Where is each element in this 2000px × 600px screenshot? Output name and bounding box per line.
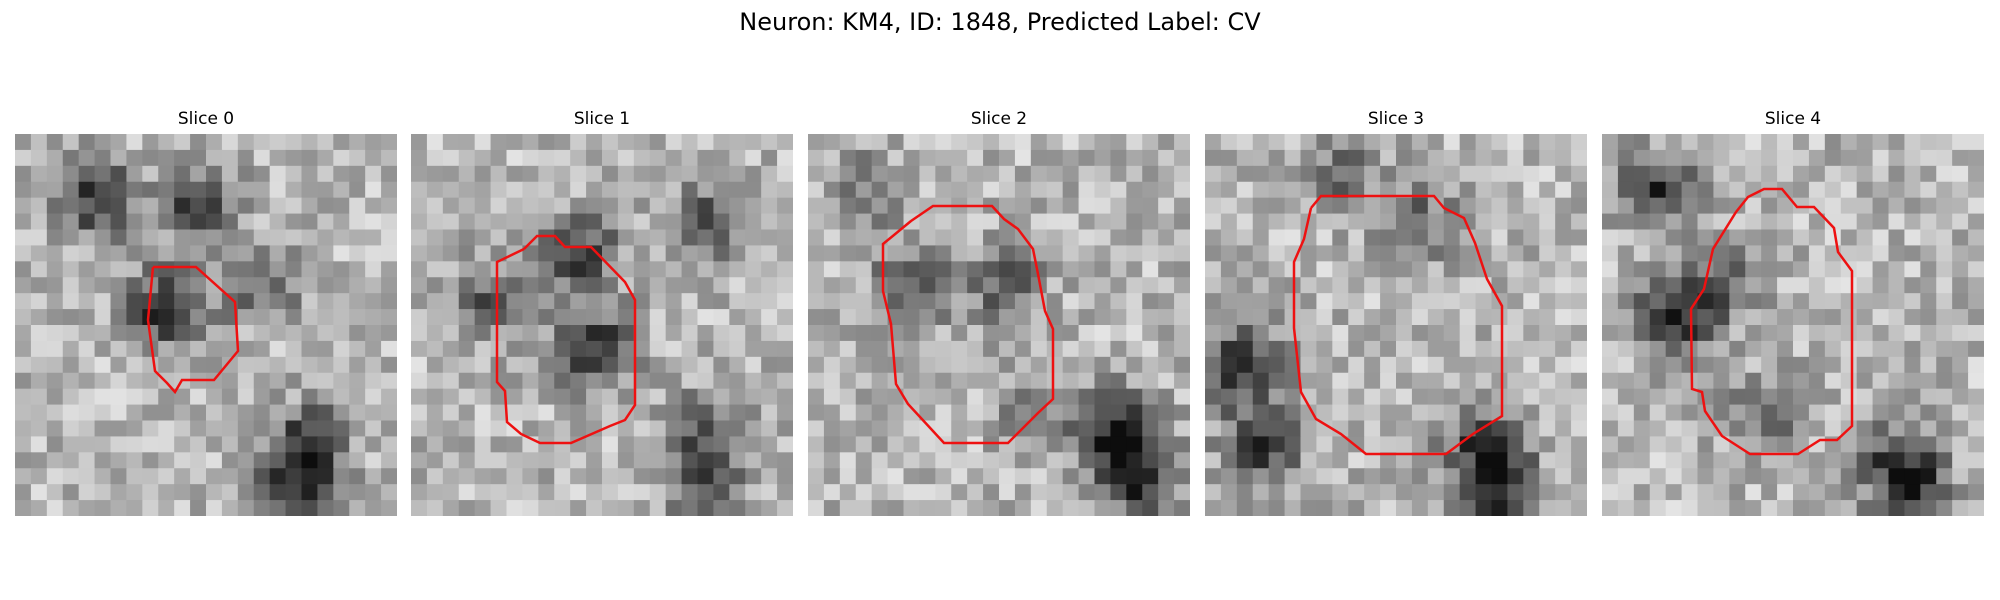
slice-panel-0: Slice 0: [15, 108, 397, 516]
slice-panel-1: Slice 1: [411, 108, 793, 516]
slice-title-4: Slice 4: [1764, 109, 1822, 129]
slice-panel-3: Slice 3: [1205, 108, 1587, 516]
slice-title-3: Slice 3: [1367, 109, 1425, 129]
slice-pixels-3: [1205, 134, 1587, 516]
slice-pixels-0: [15, 134, 397, 516]
slice-panel-4: Slice 4: [1602, 108, 1984, 516]
figure-title: Neuron: KM4, ID: 1848, Predicted Label: …: [739, 8, 1261, 36]
slice-pixels-2: [808, 134, 1190, 516]
slice-title-1: Slice 1: [573, 109, 631, 129]
contour-outline-1: [495, 234, 637, 445]
slice-image-1: [411, 134, 793, 516]
contour-outline-3: [1292, 194, 1504, 456]
slice-pixels-1: [411, 134, 793, 516]
slice-image-4: [1602, 134, 1984, 516]
contour-outline-4: [1689, 187, 1854, 456]
slice-pixels-4: [1602, 134, 1984, 516]
contour-outline-2: [881, 204, 1055, 445]
slice-panel-2: Slice 2: [808, 108, 1190, 516]
slice-image-0: [15, 134, 397, 516]
slice-image-2: [808, 134, 1190, 516]
slice-title-0: Slice 0: [177, 109, 235, 129]
slice-title-2: Slice 2: [970, 109, 1028, 129]
contour-outline-0: [146, 265, 240, 395]
slice-image-3: [1205, 134, 1587, 516]
